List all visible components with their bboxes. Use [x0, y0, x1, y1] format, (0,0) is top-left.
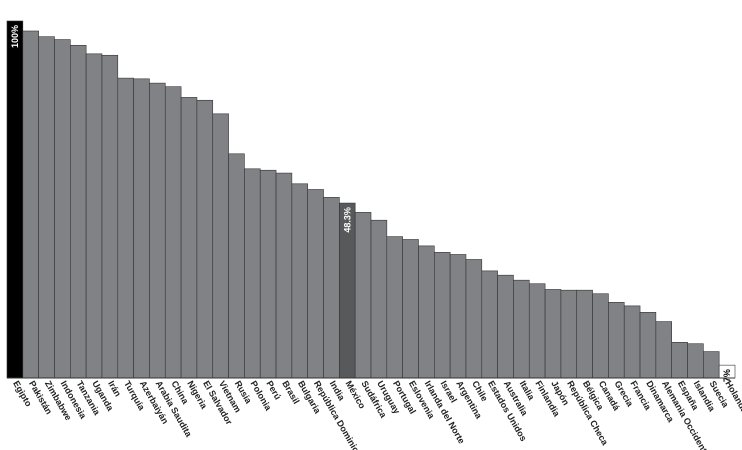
bar — [671, 341, 688, 379]
bar — [528, 283, 546, 379]
bar — [323, 197, 340, 379]
bar — [259, 169, 277, 379]
bar — [22, 30, 39, 379]
bar — [133, 78, 150, 379]
bar — [244, 168, 261, 379]
bar — [354, 212, 372, 379]
bar — [70, 44, 87, 379]
bar — [164, 86, 182, 379]
bar — [307, 189, 324, 379]
bar — [386, 236, 403, 379]
bar — [54, 39, 71, 379]
bar — [544, 289, 562, 379]
bar — [212, 113, 229, 379]
bar — [655, 321, 672, 379]
x-tick-labels-group: EgiptoPakistánZimbabweIndonesiaTanzaniaU… — [11, 379, 742, 450]
bar — [291, 183, 308, 379]
bar — [196, 99, 214, 379]
bar — [449, 254, 467, 379]
bar — [465, 259, 483, 379]
bar — [608, 302, 625, 379]
bar — [180, 97, 198, 379]
bar — [687, 343, 704, 379]
bar — [576, 289, 593, 379]
bar — [418, 245, 435, 379]
bar — [481, 270, 498, 379]
bar — [275, 172, 293, 379]
bar — [85, 53, 103, 379]
bar — [639, 312, 657, 379]
value-labels-group: 100% 48.3% 7% — [10, 25, 732, 382]
bar — [117, 77, 134, 379]
bar — [497, 274, 514, 379]
bar — [623, 305, 641, 379]
bar — [433, 252, 451, 379]
bar — [38, 36, 55, 379]
value-label: 7% — [722, 369, 732, 382]
bar — [228, 153, 245, 379]
bar — [703, 351, 720, 379]
bars-group — [6, 20, 736, 379]
bar — [560, 289, 578, 379]
value-label: 48.3% — [342, 207, 352, 233]
bar — [402, 239, 419, 379]
bar — [6, 20, 24, 379]
bar — [149, 82, 166, 379]
bar — [101, 54, 119, 379]
bar — [592, 293, 609, 379]
bar — [513, 279, 530, 379]
value-label: 100% — [10, 25, 20, 48]
bar — [370, 219, 388, 379]
